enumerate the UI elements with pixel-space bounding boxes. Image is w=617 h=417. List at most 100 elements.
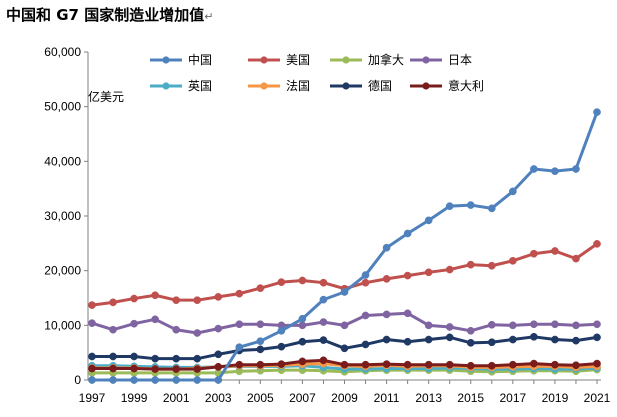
data-point — [214, 293, 223, 301]
legend-item: 中国 — [150, 52, 212, 67]
data-point — [298, 357, 307, 366]
data-point — [235, 343, 244, 352]
x-tick-label: 2017 — [499, 391, 526, 405]
legend-label: 美国 — [286, 53, 310, 67]
data-point — [361, 360, 370, 369]
data-point — [88, 352, 96, 361]
data-point — [361, 271, 370, 279]
data-point — [235, 289, 244, 298]
data-point — [382, 335, 391, 344]
data-point — [109, 325, 117, 334]
data-point — [340, 360, 349, 369]
data-point — [256, 345, 265, 354]
data-point — [193, 376, 202, 384]
data-point — [572, 321, 580, 330]
data-point — [109, 376, 117, 384]
data-point — [593, 333, 601, 342]
data-point — [130, 376, 138, 384]
legend-item: 法国 — [248, 79, 310, 93]
data-point — [403, 309, 412, 318]
legend-swatch-marker — [422, 82, 430, 90]
data-point — [130, 352, 138, 361]
data-point — [382, 275, 391, 283]
data-point — [530, 249, 538, 258]
data-point — [551, 167, 559, 176]
legend-label: 法国 — [286, 79, 310, 93]
data-point — [551, 247, 559, 255]
legend-swatch-marker — [260, 56, 268, 64]
data-point — [235, 320, 244, 329]
data-point — [508, 187, 517, 196]
legend-item: 加拿大 — [330, 52, 404, 67]
legend-item: 美国 — [248, 53, 310, 67]
legend-swatch-marker — [422, 56, 430, 64]
data-point — [445, 360, 454, 369]
data-point — [193, 296, 202, 305]
data-point — [277, 326, 286, 335]
data-point — [508, 256, 517, 265]
data-point — [487, 320, 496, 329]
legend-swatch-marker — [342, 82, 350, 90]
data-point — [551, 320, 559, 329]
data-point — [298, 276, 307, 285]
y-tick-label: 0 — [74, 373, 81, 387]
legend-item: 日本 — [410, 53, 472, 67]
data-point — [214, 350, 223, 359]
data-point — [319, 356, 328, 365]
data-point — [319, 318, 328, 326]
data-point — [151, 291, 159, 300]
data-point — [277, 278, 286, 286]
data-point — [487, 261, 496, 270]
data-point — [151, 315, 159, 324]
data-point — [445, 333, 454, 342]
data-point — [424, 360, 433, 369]
series-layer — [88, 108, 601, 384]
data-point — [151, 365, 159, 373]
data-point — [572, 361, 580, 370]
data-point — [424, 335, 433, 344]
data-point — [130, 319, 138, 328]
data-point — [530, 165, 538, 173]
data-point — [319, 278, 328, 287]
legend-label: 德国 — [368, 78, 392, 93]
data-point — [572, 254, 580, 263]
data-point — [361, 340, 370, 349]
data-point — [466, 260, 475, 269]
data-point — [445, 265, 454, 274]
data-point — [256, 360, 265, 369]
data-point — [445, 202, 454, 211]
data-point — [424, 268, 433, 277]
legend-label: 意大利 — [448, 78, 484, 93]
legend-label: 加拿大 — [368, 52, 404, 67]
x-tick-label: 1999 — [121, 391, 148, 405]
data-point — [530, 332, 538, 341]
data-point — [109, 352, 117, 361]
legend-swatch-marker — [260, 82, 268, 90]
x-tick-label: 2013 — [415, 391, 442, 405]
data-point — [109, 364, 117, 373]
series-德国 — [88, 332, 601, 363]
data-point — [172, 325, 181, 334]
chart-title-text: 中国和 G7 国家制造业增加值 — [6, 6, 205, 24]
data-point — [214, 363, 223, 371]
data-point — [403, 271, 412, 280]
data-point — [445, 323, 454, 331]
series-意大利 — [88, 356, 601, 373]
x-tick-label: 2011 — [374, 391, 400, 405]
x-tick-label: 2015 — [457, 391, 484, 405]
x-tick-label: 2005 — [247, 391, 274, 405]
data-point — [466, 326, 475, 335]
x-tick-label: 1997 — [79, 391, 106, 405]
data-point — [193, 354, 202, 363]
data-point — [235, 360, 244, 369]
data-point — [593, 320, 601, 329]
series-line — [91, 242, 598, 307]
y-tick-label: 50,000 — [44, 100, 81, 114]
data-point — [172, 296, 181, 305]
data-point — [277, 342, 286, 351]
data-point — [256, 284, 265, 293]
data-point — [424, 321, 433, 330]
series-日本 — [88, 309, 601, 337]
